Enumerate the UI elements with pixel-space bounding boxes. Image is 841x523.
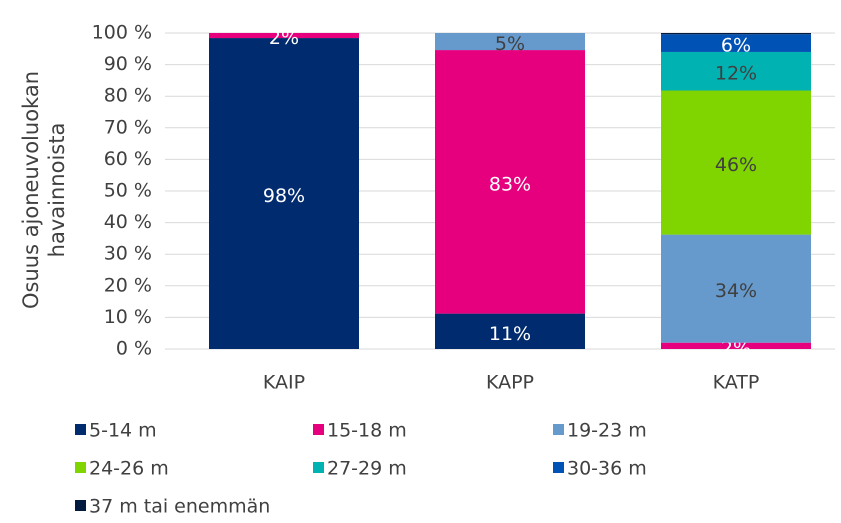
- data-label: 34%: [715, 280, 757, 302]
- legend-label: 19-23 m: [567, 420, 647, 442]
- legend-label: 24-26 m: [89, 458, 169, 480]
- y-tick-label: 80 %: [104, 85, 152, 107]
- bar-segment: [661, 342, 811, 349]
- y-tick-label: 60 %: [104, 148, 152, 170]
- x-tick-label: KAPP: [486, 372, 534, 394]
- y-tick-label: 20 %: [104, 274, 152, 296]
- legend-swatch: [75, 424, 86, 435]
- data-label: 83%: [489, 173, 531, 195]
- y-axis-label: Osuus ajoneuvoluokan: [19, 71, 43, 309]
- y-tick-label: 50 %: [104, 180, 152, 202]
- data-label: 11%: [489, 323, 531, 345]
- data-label: 12%: [715, 63, 757, 85]
- bar-segment: [661, 33, 811, 35]
- legend-label: 37 m tai enemmän: [89, 496, 270, 518]
- y-tick-label: 70 %: [104, 116, 152, 138]
- legend-label: 30-36 m: [567, 458, 647, 480]
- bar-segment: [435, 313, 585, 349]
- y-tick-label: 40 %: [104, 211, 152, 233]
- data-label: 46%: [715, 154, 757, 176]
- legend-label: 5-14 m: [89, 420, 157, 442]
- legend-swatch: [553, 462, 564, 473]
- bar-segment: [661, 34, 811, 52]
- y-tick-label: 30 %: [104, 243, 152, 265]
- y-tick-label: 10 %: [104, 306, 152, 328]
- legend-label: 15-18 m: [327, 420, 407, 442]
- y-axis-label: havainnoista: [45, 123, 69, 258]
- data-label: 2%: [721, 337, 751, 359]
- legend-swatch: [75, 500, 86, 511]
- legend-swatch: [553, 424, 564, 435]
- x-tick-label: KATP: [713, 372, 760, 394]
- bar-segment: [661, 51, 811, 91]
- bar-segment: [435, 50, 585, 314]
- bar-segment: [435, 33, 585, 51]
- bar-segment: [209, 33, 359, 39]
- y-tick-label: 100 %: [92, 22, 152, 44]
- data-label: 2%: [269, 27, 299, 49]
- y-tick-label: 90 %: [104, 53, 152, 75]
- legend-swatch: [313, 462, 324, 473]
- data-label: 6%: [721, 35, 751, 57]
- y-tick-label: 0 %: [116, 338, 152, 360]
- legend-swatch: [75, 462, 86, 473]
- legend-swatch: [313, 424, 324, 435]
- bar-segment: [661, 234, 811, 343]
- bar-segment: [661, 90, 811, 235]
- data-label: 98%: [263, 185, 305, 207]
- legend-label: 27-29 m: [327, 458, 407, 480]
- bar-segment: [209, 38, 359, 349]
- x-tick-label: KAIP: [263, 372, 305, 394]
- data-label: 5%: [495, 33, 525, 55]
